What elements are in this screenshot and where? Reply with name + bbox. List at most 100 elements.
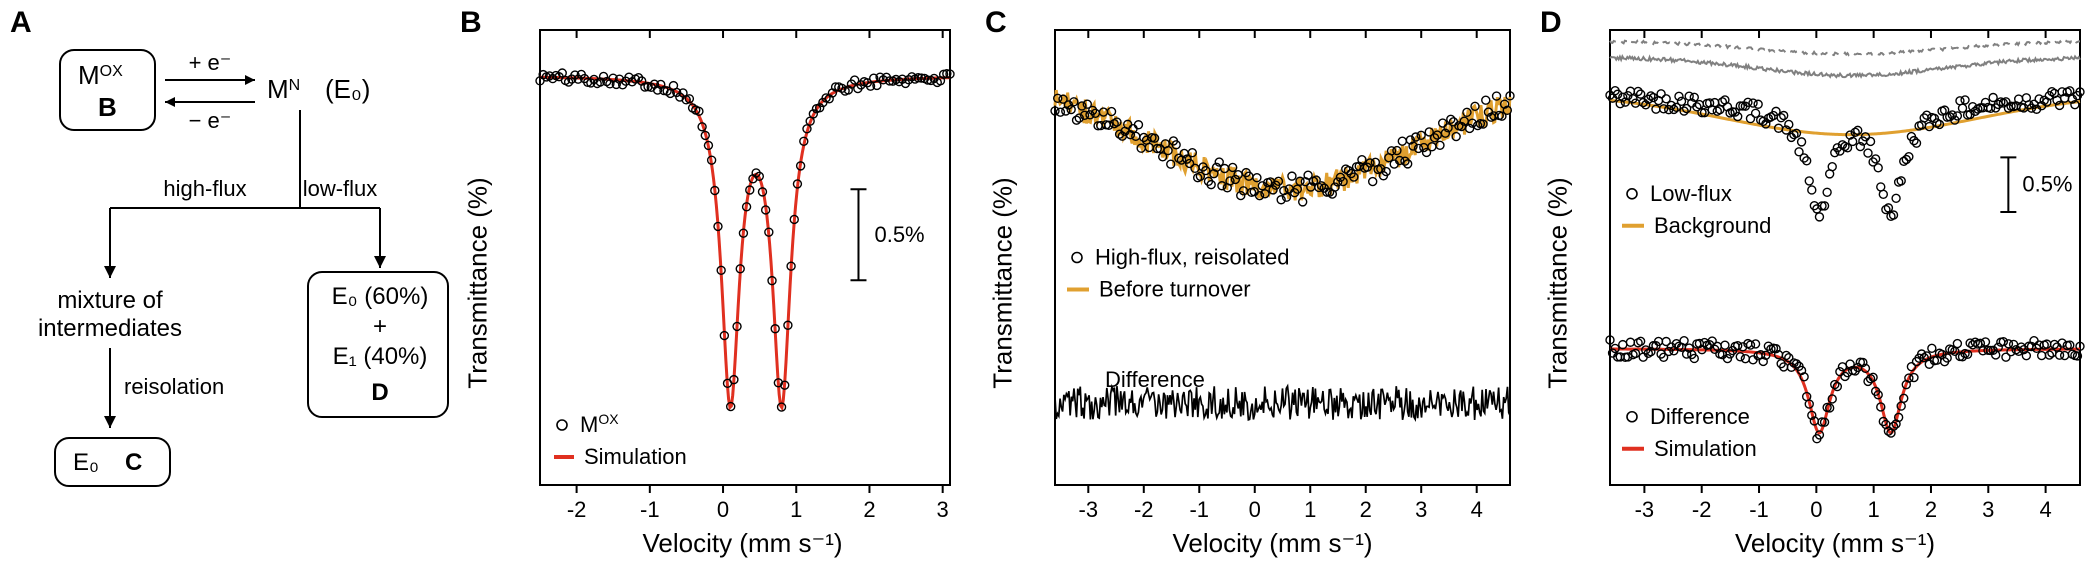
data-point <box>1482 96 1490 104</box>
b-bold: B <box>98 92 117 122</box>
legend-marker-circle <box>1072 253 1082 263</box>
gray-solid-trace <box>1610 56 2080 77</box>
legend-marker-circle <box>1627 412 1637 422</box>
reisolation-arrowhead <box>104 416 116 428</box>
mn-label: MN <box>267 74 300 104</box>
before-turnover-curve <box>1055 90 1510 200</box>
data-point-top <box>1879 190 1887 198</box>
xtick-label: 1 <box>790 497 802 522</box>
d-box-line: E₁ (40%) <box>333 343 428 370</box>
data-point-top <box>1897 177 1905 185</box>
data-point-top <box>1828 163 1836 171</box>
xtick-label: 3 <box>1982 497 1994 522</box>
forward-arrow-label: + e⁻ <box>189 50 232 75</box>
data-point-top <box>1716 106 1724 114</box>
data-point-top <box>1831 149 1839 157</box>
low-flux-label: low-flux <box>303 176 378 201</box>
data-point-top <box>1867 137 1875 145</box>
legend-label: Simulation <box>584 444 687 469</box>
legend-label: High-flux, reisolated <box>1095 245 1289 270</box>
xtick-label: -1 <box>1189 497 1209 522</box>
data-point-top <box>1890 211 1898 219</box>
xtick-label: 0 <box>717 497 729 522</box>
gray-dashed-trace <box>1610 41 2080 55</box>
right-branch-arrowhead <box>374 256 386 268</box>
xtick-label: 2 <box>863 497 875 522</box>
xtick-label: 2 <box>1925 497 1937 522</box>
scalebar-label: 0.5% <box>2022 172 2072 197</box>
data-point <box>1398 137 1406 145</box>
legend-label: Background <box>1654 213 1771 238</box>
xtick-label: -2 <box>1692 497 1712 522</box>
data-point-bottom <box>1736 353 1744 361</box>
data-point-bottom <box>2061 352 2069 360</box>
data-point-top <box>1864 149 1872 157</box>
data-point-bottom <box>1910 374 1918 382</box>
data-point-top <box>1874 164 1882 172</box>
data-point-bottom <box>1721 341 1729 349</box>
xtick-label: 1 <box>1868 497 1880 522</box>
mixture-line1: mixture of <box>57 287 163 314</box>
data-point <box>1369 178 1377 186</box>
data-point-top <box>1989 94 1997 102</box>
data-point-bottom <box>1928 344 1936 352</box>
data-point-top <box>1754 100 1762 108</box>
left-branch-arrowhead <box>104 266 116 278</box>
data-point-bottom <box>1752 340 1760 348</box>
xtick-label: 4 <box>2039 497 2051 522</box>
data-point-bottom <box>1953 340 1961 348</box>
data-point-bottom <box>2038 352 2046 360</box>
legend-label: Simulation <box>1654 436 1757 461</box>
data-point-bottom <box>1637 337 1645 345</box>
xtick-label: -2 <box>1134 497 1154 522</box>
data-point-top <box>1815 213 1823 221</box>
reverse-arrowhead <box>165 97 175 107</box>
d-box-line: E₀ (60%) <box>332 283 429 310</box>
data-point-bottom <box>1981 338 1989 346</box>
data-point-bottom <box>1632 349 1640 357</box>
data-point <box>1288 172 1296 180</box>
e0-c-c: C <box>125 449 142 476</box>
legend-marker-circle <box>557 420 567 430</box>
data-point-top <box>1798 138 1806 146</box>
d-bold: D <box>371 379 388 406</box>
reisolation-label: reisolation <box>124 374 224 399</box>
data-point-top <box>2066 87 2074 95</box>
forward-arrowhead <box>245 75 255 85</box>
e0-c-e0: E₀ <box>73 449 99 476</box>
data-point-top <box>1718 98 1726 106</box>
legend-label: Difference <box>1650 404 1750 429</box>
xtick-label: -1 <box>1749 497 1769 522</box>
data-point-top <box>2015 95 2023 103</box>
difference-label: Difference <box>1105 367 1205 392</box>
data-point-top <box>1805 177 1813 185</box>
xtick-label: 2 <box>1360 497 1372 522</box>
data-point-top <box>1961 96 1969 104</box>
data-point <box>1056 108 1064 116</box>
xtick-label: -3 <box>1635 497 1655 522</box>
data-point-bottom <box>1619 341 1627 349</box>
xtick-label: -1 <box>640 497 660 522</box>
e0-paren: (E₀) <box>325 74 370 104</box>
scalebar-label: 0.5% <box>874 222 924 247</box>
reverse-arrow-label: − e⁻ <box>189 108 232 133</box>
xtick-label: 1 <box>1304 497 1316 522</box>
data-point-top <box>1823 188 1831 196</box>
high-flux-label: high-flux <box>163 176 246 201</box>
data-point-bottom <box>1741 355 1749 363</box>
data-point-top <box>1884 204 1892 212</box>
legend-label: MOX <box>580 411 619 437</box>
mixture-line2: intermediates <box>38 315 182 342</box>
xtick-label: 3 <box>1415 497 1427 522</box>
xtick-label: -3 <box>1079 497 1099 522</box>
xtick-label: 3 <box>937 497 949 522</box>
xtick-label: 0 <box>1249 497 1261 522</box>
legend-marker-circle <box>1627 189 1637 199</box>
data-point-top <box>1892 194 1900 202</box>
xtick-label: -2 <box>567 497 587 522</box>
data-point-top <box>1808 186 1816 194</box>
xtick-label: 4 <box>1471 497 1483 522</box>
legend-label: Before turnover <box>1099 277 1251 302</box>
mox-label: MOX <box>78 60 123 90</box>
xtick-label: 0 <box>1810 497 1822 522</box>
